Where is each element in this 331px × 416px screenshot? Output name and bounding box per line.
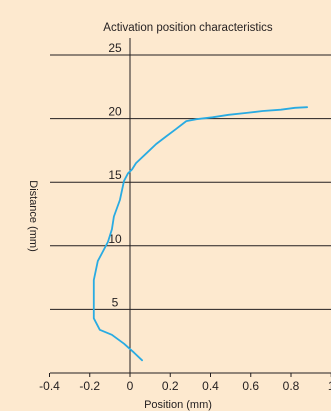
y-tick-label: 20 xyxy=(108,105,122,119)
x-tick-label: 0.2 xyxy=(162,379,179,393)
x-tick-label: 0.4 xyxy=(202,379,219,393)
chart-title: Activation position characteristics xyxy=(103,22,273,34)
x-tick-label: -0.4 xyxy=(39,379,60,393)
x-tick-label: 0.8 xyxy=(283,379,300,393)
y-axis-label: Distance (mm) xyxy=(27,180,39,252)
x-tick-label: -0.2 xyxy=(79,379,100,393)
x-tick-labels: -0.4-0.200.20.40.60.81 xyxy=(39,373,331,393)
x-tick-label: 0.6 xyxy=(242,379,259,393)
y-tick-label: 25 xyxy=(108,41,122,55)
y-tick-label: 15 xyxy=(108,168,122,182)
y-tick-label: 5 xyxy=(112,295,119,309)
x-axis-label: Position (mm) xyxy=(144,399,212,411)
series-line xyxy=(94,107,307,360)
x-tick-label: 0 xyxy=(127,379,134,393)
gridlines xyxy=(50,55,331,309)
